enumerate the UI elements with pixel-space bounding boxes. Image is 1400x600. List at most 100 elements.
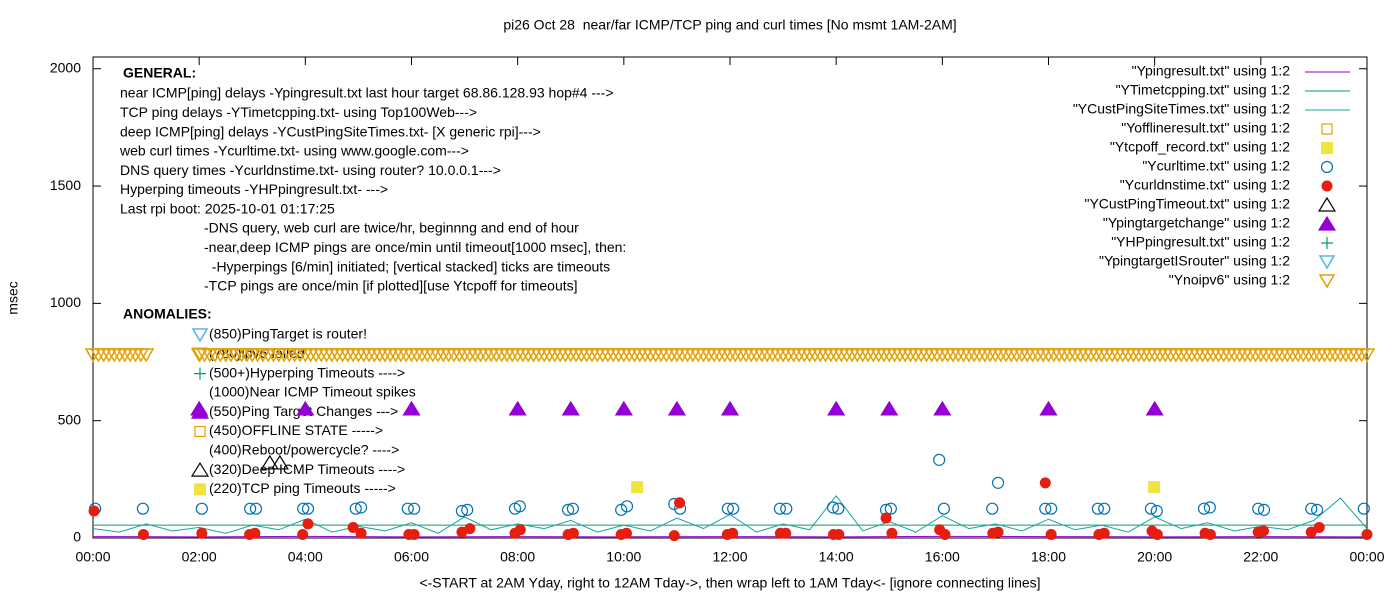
y-tick-label: 1500 <box>50 177 81 193</box>
circle-marker <box>826 501 840 514</box>
circle-marker <box>992 526 1004 538</box>
annotation-line: Last rpi boot: 2025-10-01 01:17:25 <box>120 201 335 217</box>
annotation-line: (500+)Hyperping Timeouts ----> <box>209 364 405 380</box>
circle-marker <box>1257 525 1269 537</box>
circle-marker <box>1357 502 1370 515</box>
circle-marker <box>1305 526 1317 538</box>
circle-marker <box>939 528 951 540</box>
legend-swatch <box>1317 215 1337 231</box>
circle-marker <box>1144 502 1158 515</box>
legend-label: "YCustPingSiteTimes.txt" using 1:2 <box>1073 101 1290 117</box>
square-marker <box>631 481 644 494</box>
triangle-marker <box>402 400 421 416</box>
circle-marker <box>886 527 898 539</box>
circle-marker <box>833 528 845 540</box>
x-tick-label: 02:00 <box>182 549 217 565</box>
legend-label: "YCustPingTimeout.txt" using 1:2 <box>1084 196 1290 212</box>
circle-marker <box>136 502 149 515</box>
chart-title: pi26 Oct 28 near/far ICMP/TCP ping and c… <box>503 17 956 33</box>
y-tick-label: 2000 <box>50 59 81 75</box>
legend-label: "Ycurldnstime.txt" using 1:2 <box>1120 177 1290 193</box>
anomaly-key-symbol <box>194 367 206 380</box>
circle-marker <box>408 528 420 540</box>
circle-marker <box>986 502 999 515</box>
annotation-line: near ICMP[ping] delays -Ypingresult.txt … <box>120 85 614 101</box>
legend-label: "YHPpingresult.txt" using 1:2 <box>1111 234 1290 250</box>
circle-marker <box>1361 528 1373 540</box>
x-tick-label: 06:00 <box>394 549 429 565</box>
circle-marker <box>249 502 263 515</box>
annotation-header: GENERAL: <box>123 65 196 81</box>
x-tick-label: 10:00 <box>606 549 641 565</box>
anomaly-key-symbol <box>190 461 210 477</box>
y-axis-label: msec <box>5 281 21 314</box>
circle-marker <box>1204 528 1216 540</box>
triangle-marker <box>667 400 686 416</box>
legend-label: "Ytcpoff_record.txt" using 1:2 <box>1110 139 1290 155</box>
annotation-line: (320)Deep ICMP Timeouts ----> <box>209 461 405 477</box>
circle-marker <box>297 502 310 515</box>
circle-marker <box>615 503 628 516</box>
circle-marker <box>137 528 149 540</box>
annotation-line: deep ICMP[ping] delays -YCustPingSiteTim… <box>120 123 541 139</box>
anomaly-key-symbol <box>194 425 206 438</box>
annotation-note: -Hyperpings [6/min] initiated; [vertical… <box>204 258 610 274</box>
legend-label: "YpingtargetISrouter" using 1:2 <box>1099 253 1290 269</box>
circle-marker <box>455 504 469 518</box>
x-tick-label: 12:00 <box>712 549 747 565</box>
x-tick-label: 14:00 <box>819 549 854 565</box>
circle-marker <box>780 527 792 539</box>
circle-marker <box>727 527 739 539</box>
annotation-line: (400)Reboot/powercycle? ----> <box>209 442 399 458</box>
circle-marker <box>1045 528 1057 540</box>
circle-marker <box>1305 502 1318 515</box>
y-tick-label: 500 <box>58 411 82 427</box>
circle-marker <box>513 500 526 513</box>
circle-marker <box>1045 502 1058 515</box>
annotation-note: -near,deep ICMP pings are once/min until… <box>204 239 626 255</box>
circle-marker <box>1098 502 1111 515</box>
triangle-marker <box>933 400 952 416</box>
annotation-line: web curl times -Ycurltime.txt- using www… <box>119 143 469 159</box>
circle-marker <box>674 497 686 509</box>
circle-marker <box>302 518 314 530</box>
legend-swatch <box>1317 196 1337 212</box>
circle-marker <box>349 502 362 515</box>
legend-label: "Yofflineresult.txt" using 1:2 <box>1121 120 1290 136</box>
triangle-marker <box>508 400 527 416</box>
circle-marker <box>1252 502 1265 515</box>
circle-marker <box>347 521 359 533</box>
circle-marker <box>1091 502 1104 515</box>
legend-swatch <box>1321 180 1333 192</box>
circle-marker <box>1150 504 1163 518</box>
triangle-marker <box>880 400 899 416</box>
triangle-marker <box>1145 400 1164 416</box>
circle-marker <box>1203 501 1216 514</box>
circle-marker <box>884 502 897 515</box>
circle-marker <box>1151 528 1163 540</box>
circle-marker <box>561 503 575 516</box>
down-triangle-marker <box>137 348 155 363</box>
triangle-marker <box>827 400 846 416</box>
legend-swatch <box>1321 123 1333 135</box>
square-marker <box>1148 481 1161 494</box>
annotation-line: (450)OFFLINE STATE -----> <box>209 422 383 438</box>
triangle-marker <box>614 400 633 416</box>
triangle-marker <box>296 400 315 416</box>
circle-marker <box>461 503 474 516</box>
triangle-marker <box>561 400 580 416</box>
circle-marker <box>297 528 309 540</box>
triangle-marker <box>1039 400 1058 416</box>
circle-marker <box>195 502 208 515</box>
legend-swatch <box>1318 255 1336 270</box>
annotation-line: (220)TCP ping Timeouts -----> <box>209 480 396 496</box>
circle-marker <box>1098 527 1110 539</box>
circle-marker <box>566 502 579 515</box>
circle-marker <box>301 502 315 515</box>
circle-marker <box>991 476 1005 489</box>
circle-marker <box>401 502 414 515</box>
circle-marker <box>780 502 793 515</box>
anomaly-key-symbol <box>194 483 206 496</box>
annotation-line: Hyperping timeouts -YHPpingresult.txt- -… <box>120 181 388 197</box>
